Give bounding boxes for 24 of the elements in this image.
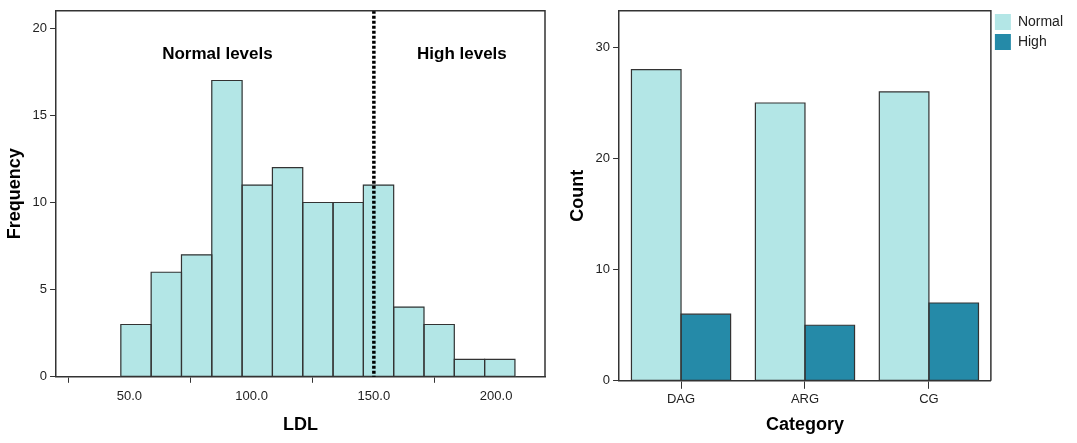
y-tick-label: 30 [595,39,611,55]
annotation: High levels [417,44,507,64]
y-tick-label: 10 [32,194,48,210]
x-tick-label: 200.0 [479,388,513,404]
x-tick-label: CG [919,391,939,407]
y-tick-label: 0 [39,368,48,384]
legend-label: High [1017,32,1047,49]
y-tick-label: 15 [32,106,48,122]
annotation: Normal levels [162,44,273,64]
x-tick-label: 50.0 [116,388,143,404]
y-tick-label: 20 [32,19,48,35]
x-axis-title: LDL [283,414,319,435]
y-tick-label: 10 [595,261,611,277]
y-axis-title: Count [566,169,587,222]
y-axis-title: Frequency [3,148,24,240]
legend-label: Normal [1017,12,1064,29]
x-tick-label: 150.0 [357,388,391,404]
y-tick-label: 5 [39,281,48,297]
x-axis-title: Category [765,414,844,435]
x-tick-label: DAG [666,391,696,407]
x-tick-label: ARG [790,391,820,407]
y-tick-label: 20 [595,150,611,166]
y-tick-label: 0 [602,372,611,388]
x-tick-label: 100.0 [235,388,268,404]
